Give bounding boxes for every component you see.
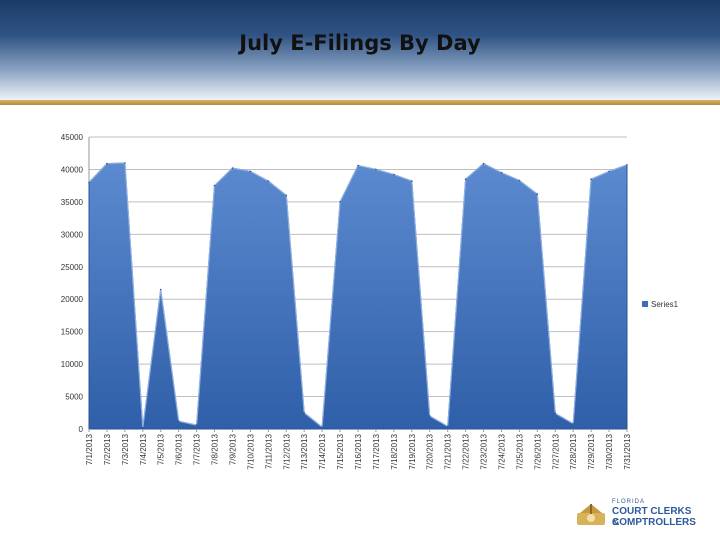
data-point: [428, 415, 431, 417]
y-tick-label: 20000: [61, 295, 84, 304]
data-point: [124, 162, 126, 164]
x-tick-label: 7/24/2013: [497, 433, 506, 469]
x-tick-label: 7/12/2013: [282, 433, 291, 469]
data-point: [518, 179, 521, 182]
data-point: [88, 181, 90, 184]
x-tick-label: 7/13/2013: [300, 433, 309, 469]
data-point: [411, 180, 413, 182]
data-point: [249, 170, 252, 173]
logo-state-text: FLORIDA: [612, 499, 646, 505]
chart-legend: Series1: [642, 300, 679, 309]
slide-title: July E-Filings By Day: [239, 31, 481, 55]
x-tick-label: 7/2/2013: [103, 433, 112, 465]
data-point: [626, 164, 628, 166]
data-point: [590, 178, 592, 180]
data-point: [213, 184, 216, 187]
data-point: [554, 412, 557, 415]
y-axis-ticks: 0 5000 10000 15000 20000 25000 30000 35000 40000…: [61, 133, 84, 434]
x-tick-label: 7/28/2013: [569, 433, 578, 469]
y-tick-label: 40000: [61, 165, 84, 174]
x-tick-label: 7/18/2013: [390, 433, 399, 469]
x-tick-label: 7/31/2013: [623, 433, 632, 469]
x-tick-label: 7/10/2013: [246, 433, 255, 469]
series-area: [88, 162, 628, 430]
x-tick-label: 7/23/2013: [480, 433, 489, 469]
x-tick-label: 7/15/2013: [336, 433, 345, 469]
y-tick-label: 5000: [65, 393, 83, 402]
y-tick-label: 45000: [61, 133, 84, 142]
data-point: [446, 425, 449, 428]
data-point: [195, 424, 198, 426]
x-tick-label: 7/27/2013: [551, 433, 560, 469]
data-point: [536, 193, 539, 195]
data-point: [500, 171, 503, 174]
data-point: [482, 162, 485, 165]
data-point: [303, 412, 306, 414]
x-tick-label: 7/21/2013: [444, 433, 453, 469]
x-tick-label: 7/5/2013: [157, 433, 166, 465]
data-point: [375, 168, 377, 171]
x-tick-label: 7/22/2013: [462, 433, 471, 469]
x-tick-label: 7/11/2013: [264, 433, 273, 469]
y-tick-label: 35000: [61, 198, 84, 207]
x-tick-label: 7/3/2013: [121, 433, 130, 465]
x-tick-label: 7/25/2013: [515, 433, 524, 469]
x-tick-label: 7/14/2013: [318, 433, 327, 469]
data-point: [159, 288, 162, 291]
x-tick-label: 7/8/2013: [211, 433, 220, 465]
x-tick-label: 7/16/2013: [354, 433, 363, 469]
data-point: [608, 170, 610, 173]
data-point: [339, 201, 341, 203]
data-point: [464, 178, 467, 180]
x-axis-ticks: 7/1/2013 7/2/2013 7/3/2013 7/4/2013 7/5/2013…: [85, 429, 632, 470]
data-point: [106, 162, 108, 165]
x-tick-label: 7/4/2013: [139, 433, 148, 465]
y-tick-label: 10000: [61, 360, 84, 369]
data-point: [321, 426, 323, 428]
data-point: [142, 426, 144, 429]
y-tick-label: 15000: [61, 328, 84, 337]
y-tick-label: 25000: [61, 263, 84, 272]
x-tick-label: 7/19/2013: [408, 433, 417, 469]
legend-swatch: [642, 301, 648, 307]
x-tick-label: 7/17/2013: [372, 433, 381, 469]
data-point: [357, 164, 359, 167]
header-accent-bar: [0, 100, 720, 105]
data-point: [285, 194, 288, 197]
data-point: [231, 167, 234, 169]
logo-line2: COMPTROLLERS: [612, 517, 696, 528]
scales-emblem-icon: [577, 504, 605, 525]
chart-plot-area: [88, 162, 628, 430]
slide-header: [0, 0, 720, 100]
legend-label: Series1: [651, 300, 679, 309]
x-tick-label: 7/30/2013: [605, 433, 614, 469]
x-tick-label: 7/9/2013: [228, 433, 237, 465]
data-point: [393, 173, 395, 176]
x-tick-label: 7/7/2013: [193, 433, 202, 465]
x-tick-label: 7/6/2013: [175, 433, 184, 465]
x-tick-label: 7/1/2013: [85, 433, 94, 465]
court-clerks-logo: FLORIDA COURT CLERKS & COMPTROLLERS: [574, 498, 696, 532]
x-tick-label: 7/29/2013: [587, 433, 596, 469]
x-tick-label: 7/20/2013: [426, 433, 435, 469]
logo-line1: COURT CLERKS &: [612, 506, 692, 528]
data-point: [177, 420, 180, 423]
data-point: [572, 423, 574, 425]
y-tick-label: 30000: [61, 230, 84, 239]
y-tick-label: 0: [79, 425, 84, 434]
data-point: [267, 180, 270, 182]
x-tick-label: 7/26/2013: [533, 433, 542, 469]
